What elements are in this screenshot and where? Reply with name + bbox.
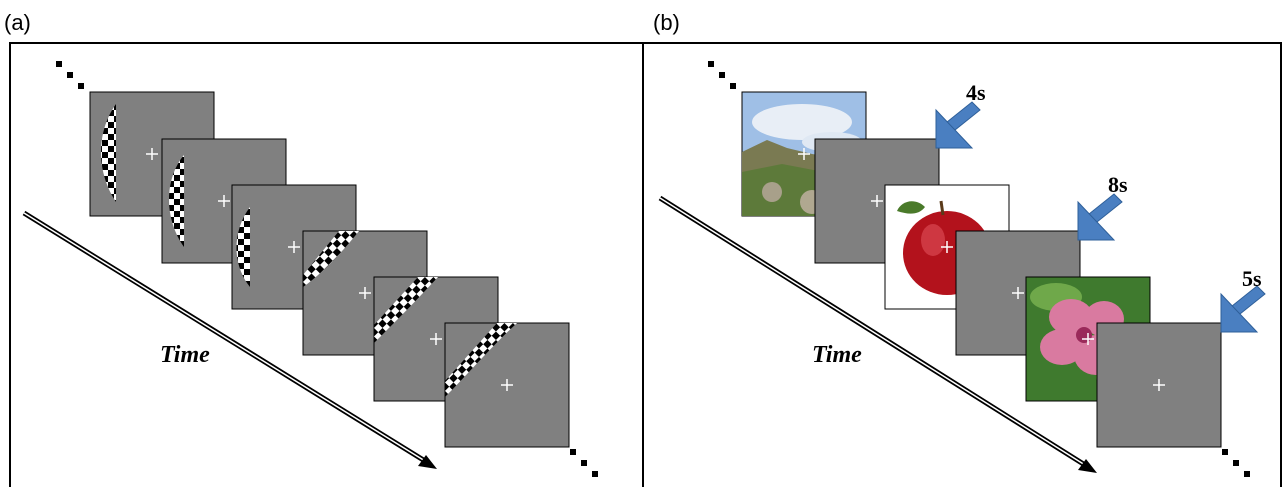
panel-b: 4s 8s 5s Time [660, 61, 1265, 477]
onset-arrow [1221, 286, 1265, 332]
stimulus-frame [445, 323, 569, 447]
stimulus-frame [1097, 323, 1221, 447]
panel-label: (b) [653, 10, 680, 35]
axis-label: Time [812, 342, 862, 368]
onset-arrow [1078, 194, 1122, 240]
axis-label: Time [160, 342, 210, 368]
panel-label: (a) [4, 10, 31, 35]
onset-arrow [936, 102, 980, 148]
duration-label: 4s [966, 80, 986, 105]
panel-a: Time [24, 61, 598, 477]
duration-label: 5s [1242, 266, 1262, 291]
figure: (a) (b) [0, 0, 1282, 487]
duration-label: 8s [1108, 172, 1128, 197]
